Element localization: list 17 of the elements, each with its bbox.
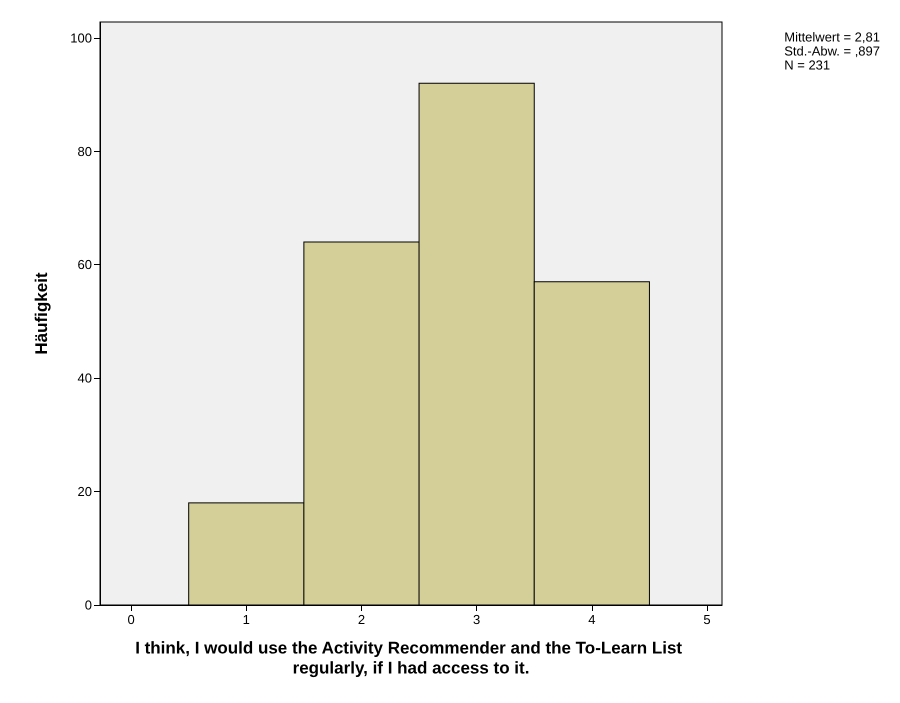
x-tick-label: 3	[473, 612, 480, 627]
y-tick-label: 0	[84, 598, 92, 612]
y-tick-label: 60	[78, 257, 92, 272]
x-tick-label: 2	[358, 612, 366, 627]
text: Std.-Abw. = ,897	[784, 44, 880, 58]
text: Mittelwert = 2,81	[784, 30, 880, 44]
x-tick-label: 0	[127, 612, 135, 627]
x-tick-label: 4	[588, 612, 596, 627]
text: N = 231	[784, 58, 830, 72]
x-tick-label: 5	[703, 612, 711, 627]
y-tick-label: 40	[78, 370, 92, 386]
y-tick-label: 100	[70, 30, 92, 46]
y-tick-label: 20	[78, 484, 92, 500]
y-axis-title: Häufigkeit	[32, 272, 51, 355]
x-axis-title: I think, I would use the Activity Recommender and the To-Learn List regularly, if I had access to it.	[135, 638, 687, 678]
x-tick-label: 1	[242, 612, 250, 627]
y-tick-label: 80	[78, 144, 92, 159]
